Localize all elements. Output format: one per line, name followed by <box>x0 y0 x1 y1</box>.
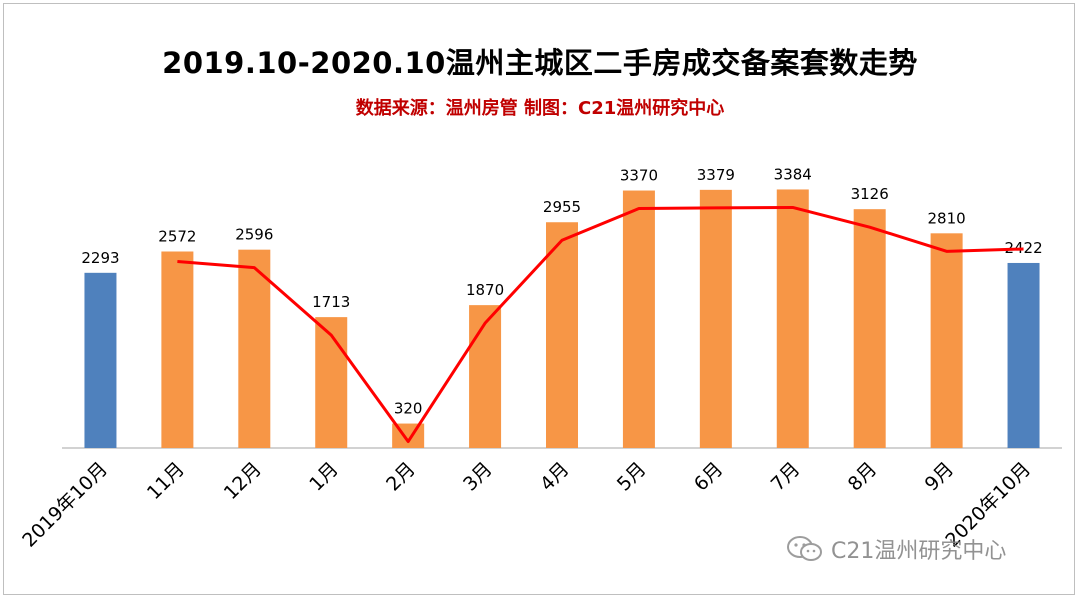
x-tick-label-10: 8月 <box>844 458 882 496</box>
data-label-4: 320 <box>394 400 423 418</box>
chart-frame <box>3 3 1075 595</box>
data-label-2: 2596 <box>235 226 273 244</box>
data-label-12: 2422 <box>1004 239 1042 257</box>
bar-12 <box>1007 262 1040 448</box>
data-label-7: 3370 <box>620 167 658 185</box>
data-label-5: 1870 <box>466 281 504 299</box>
data-label-11: 2810 <box>928 209 966 227</box>
bar-2 <box>238 249 271 448</box>
x-tick-label-2: 12月 <box>220 458 266 504</box>
data-label-6: 2955 <box>543 198 581 216</box>
x-tick-label-1: 11月 <box>143 458 189 504</box>
bar-6 <box>546 222 578 448</box>
x-tick-label-8: 6月 <box>690 458 728 496</box>
bar-11 <box>930 233 963 448</box>
trend-line <box>177 205 1024 444</box>
x-tick-label-5: 3月 <box>459 458 497 496</box>
data-label-1: 2572 <box>158 227 196 245</box>
x-tick-label-3: 1月 <box>305 458 343 496</box>
chart-subtitle: 数据来源：温州房管 制图：C21温州研究中心 <box>355 98 725 119</box>
x-tick-label-9: 7月 <box>767 458 805 496</box>
x-tick-label-7: 5月 <box>613 458 651 496</box>
bar-1 <box>161 251 194 448</box>
wechat-icon <box>787 536 822 561</box>
data-label-8: 3379 <box>697 166 735 184</box>
x-tick-label-6: 4月 <box>536 458 574 496</box>
watermark-text: C21温州研究中心 <box>831 539 1007 564</box>
bar-9 <box>776 189 809 448</box>
watermark: C21温州研究中心 <box>785 533 1006 565</box>
bar-7 <box>622 190 655 449</box>
bar-5 <box>469 305 502 448</box>
bar-8 <box>699 189 732 448</box>
data-label-9: 3384 <box>774 165 812 183</box>
data-label-3: 1713 <box>312 293 350 311</box>
x-tick-label-11: 9月 <box>921 458 959 496</box>
bar-0 <box>84 272 117 448</box>
data-label-0: 2293 <box>81 249 119 267</box>
x-tick-label-4: 2月 <box>382 458 420 496</box>
data-label-10: 3126 <box>851 185 889 203</box>
chart-title: 2019.10-2020.10温州主城区二手房成交备案套数走势 <box>162 46 918 80</box>
x-tick-label-0: 2019年10月 <box>18 458 112 552</box>
bar-3 <box>315 317 348 448</box>
bar-10 <box>853 209 886 448</box>
